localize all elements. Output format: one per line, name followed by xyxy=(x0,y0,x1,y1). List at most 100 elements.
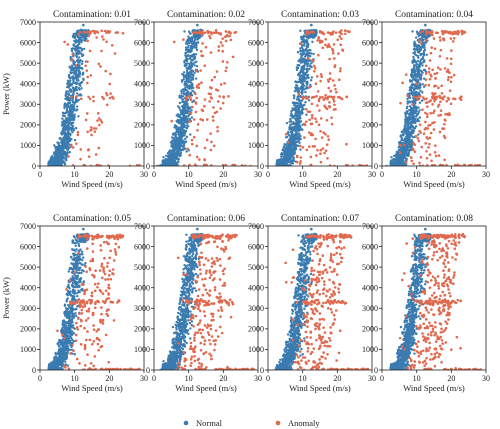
y-tick-label: 2000 xyxy=(20,121,36,130)
normal-point xyxy=(184,75,188,79)
anomaly-point xyxy=(327,80,330,83)
anomaly-point xyxy=(313,70,316,73)
normal-point xyxy=(280,162,284,165)
normal-point xyxy=(294,118,298,122)
normal-point xyxy=(68,108,72,111)
anomaly-point xyxy=(303,123,307,127)
normal-point xyxy=(175,120,178,123)
normal-point xyxy=(73,113,76,116)
normal-point xyxy=(419,89,422,92)
normal-point xyxy=(286,150,290,154)
anomaly-point xyxy=(305,107,308,111)
normal-point xyxy=(182,121,186,125)
normal-point xyxy=(296,96,300,99)
anomaly-point xyxy=(327,138,331,141)
normal-point xyxy=(315,31,318,34)
anomaly-point xyxy=(105,40,108,44)
normal-point xyxy=(309,79,313,82)
normal-point xyxy=(411,136,415,139)
normal-point xyxy=(183,131,187,135)
x-tick-label: 10 xyxy=(299,170,307,179)
normal-point xyxy=(75,53,78,57)
normal-point xyxy=(296,114,299,117)
x-tick-label: 0 xyxy=(266,170,270,179)
anomaly-point xyxy=(327,43,331,46)
anomaly-point xyxy=(225,66,228,69)
normal-point xyxy=(173,160,176,164)
anomaly-point xyxy=(315,154,318,157)
scatter-points xyxy=(156,23,252,166)
normal-point xyxy=(422,68,426,72)
anomaly-point xyxy=(332,43,336,46)
anomaly-point xyxy=(108,96,112,100)
anomaly-point xyxy=(85,112,89,115)
anomaly-point xyxy=(295,154,299,158)
normal-point xyxy=(67,137,70,141)
anomaly-point xyxy=(328,72,332,75)
normal-point xyxy=(186,54,189,57)
anomaly-point xyxy=(112,97,115,100)
anomaly-point xyxy=(84,118,88,122)
normal-point xyxy=(195,48,199,52)
anomaly-point xyxy=(209,51,213,54)
normal-point xyxy=(72,77,76,80)
normal-point xyxy=(64,138,68,141)
normal-point xyxy=(412,129,416,133)
anomaly-point xyxy=(328,57,331,61)
normal-point xyxy=(305,45,309,48)
anomaly-point xyxy=(314,117,317,121)
anomaly-point xyxy=(203,64,207,67)
anomaly-point xyxy=(221,50,225,53)
normal-point xyxy=(418,116,422,119)
normal-point xyxy=(185,48,189,51)
normal-point xyxy=(421,44,424,47)
normal-point xyxy=(299,61,303,64)
normal-point xyxy=(76,82,79,85)
normal-point xyxy=(295,145,298,148)
anomaly-point xyxy=(201,42,204,45)
normal-point xyxy=(62,155,65,159)
normal-point xyxy=(280,155,283,158)
normal-point xyxy=(300,128,304,131)
normal-point xyxy=(74,49,77,52)
normal-point xyxy=(182,112,185,116)
anomaly-point xyxy=(87,34,91,38)
anomaly-point xyxy=(210,164,213,166)
normal-point xyxy=(74,45,78,48)
anomaly-point xyxy=(335,90,338,94)
anomaly-point xyxy=(94,153,98,156)
normal-point xyxy=(301,77,304,81)
normal-point xyxy=(166,151,170,155)
normal-point xyxy=(52,159,56,163)
normal-point xyxy=(294,129,297,133)
normal-point xyxy=(298,128,301,132)
anomaly-point xyxy=(208,100,211,103)
scatter-points xyxy=(385,23,481,166)
normal-point xyxy=(174,133,178,136)
normal-point xyxy=(295,126,298,130)
normal-point xyxy=(418,101,422,105)
normal-point xyxy=(77,66,81,70)
normal-point xyxy=(166,164,169,166)
anomaly-point xyxy=(224,35,227,39)
anomaly-point xyxy=(108,82,112,86)
anomaly-point xyxy=(341,48,344,52)
normal-point xyxy=(299,94,302,98)
anomaly-point xyxy=(316,90,320,93)
normal-point xyxy=(425,53,428,56)
normal-point xyxy=(286,131,290,134)
normal-point xyxy=(181,118,185,121)
anomaly-point xyxy=(89,74,93,77)
normal-point xyxy=(198,34,201,37)
normal-point xyxy=(182,148,185,151)
normal-point xyxy=(73,36,76,40)
normal-point xyxy=(71,131,74,134)
normal-point xyxy=(294,80,297,83)
axes-frame xyxy=(39,21,145,167)
normal-point xyxy=(177,160,180,164)
normal-point xyxy=(54,146,57,149)
normal-point xyxy=(189,56,192,59)
normal-point xyxy=(300,46,304,49)
normal-point xyxy=(60,140,64,144)
anomaly-point xyxy=(317,53,320,57)
